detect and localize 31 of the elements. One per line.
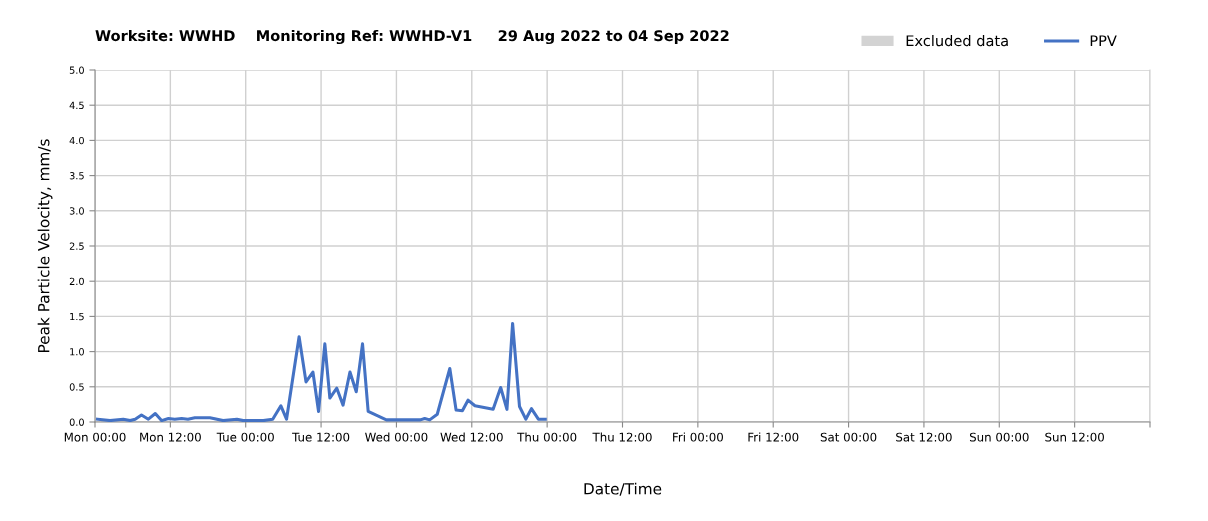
x-tick-label: Thu 00:00 <box>517 432 577 442</box>
y-tick-label: 3.5 <box>69 172 84 180</box>
chart-title: Worksite: WWHD Monitoring Ref: WWHD-V1 29 Aug 2022 to 04 Sep 2022 <box>95 29 729 45</box>
x-tick-label: Thu 12:00 <box>592 432 652 442</box>
y-tick-label: 4.5 <box>69 101 84 110</box>
x-tick-label: Fri 12:00 <box>748 432 799 442</box>
y-tick-label: 2.5 <box>69 242 84 250</box>
y-tick-label: 5.0 <box>69 66 84 74</box>
x-tick-label: Sun 00:00 <box>969 432 1029 442</box>
x-tick-label: Mon 12:00 <box>140 432 201 442</box>
x-tick-label: Sun 12:00 <box>1045 432 1104 442</box>
x-tick-label: Tue 12:00 <box>292 432 350 442</box>
y-tick-label: 2.0 <box>69 277 84 286</box>
x-tick-label: Fri 00:00 <box>673 432 723 442</box>
legend-label: Excluded data <box>906 34 1008 47</box>
line-series <box>95 321 547 422</box>
y-tick-label: 0.5 <box>69 383 84 391</box>
legend-label: PPV <box>1090 35 1117 47</box>
x-axis-title: Date/Time <box>584 482 662 496</box>
y-tick-label: 4.0 <box>69 136 84 145</box>
x-tick-label: Wed 00:00 <box>365 432 428 442</box>
y-axis-title: Peak Particle Velocity, mm/s <box>37 139 53 352</box>
y-tick-label: 0.0 <box>69 418 84 426</box>
y-tick-label: 1.5 <box>70 313 84 321</box>
x-tick-label: Tue 00:00 <box>216 432 274 442</box>
x-tick-label: Wed 12:00 <box>440 432 503 442</box>
x-tick-label: Sat 12:00 <box>896 432 952 442</box>
x-tick-label: Mon 00:00 <box>64 432 126 442</box>
y-tick-label: 1.0 <box>70 348 84 356</box>
x-tick-label: Sat 00:00 <box>820 432 877 442</box>
y-tick-label: 3.0 <box>69 207 84 215</box>
